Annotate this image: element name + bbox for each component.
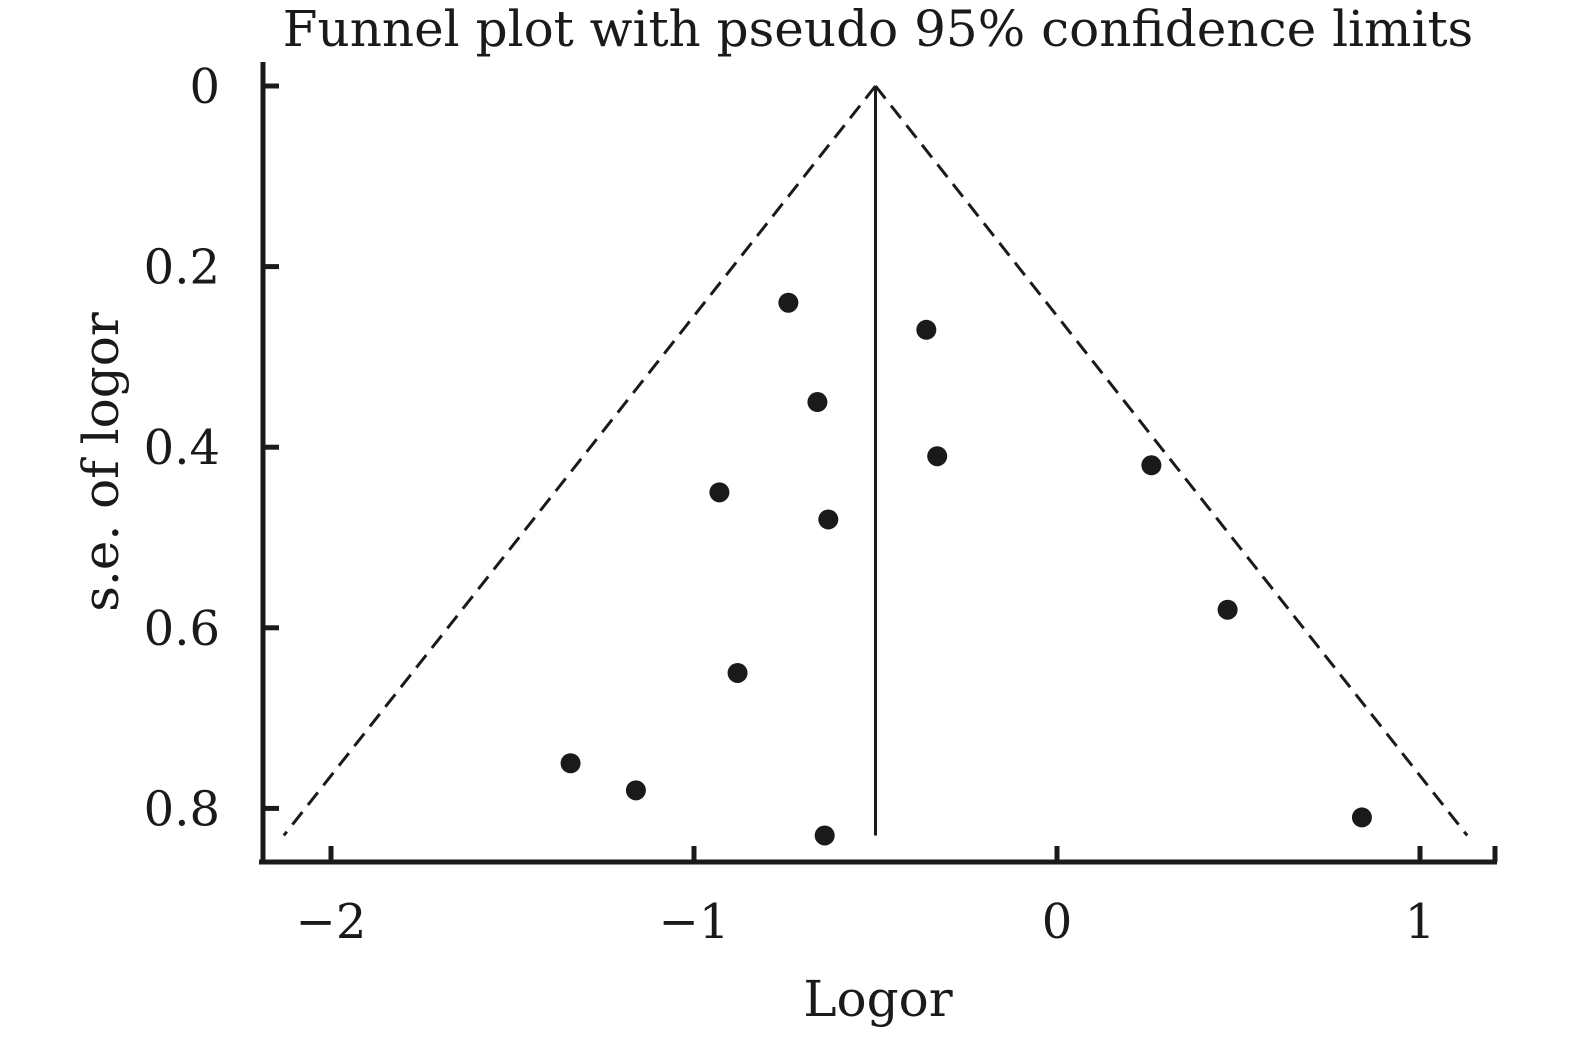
y-axis-label: s.e. of logor: [72, 312, 130, 612]
data-point-1: [778, 292, 799, 313]
data-point-13: [814, 825, 835, 846]
y-tick-label-1: 0: [189, 59, 220, 115]
chart-title: Funnel plot with pseudo 95% confidence l…: [283, 0, 1473, 58]
y-tick-label-3: 0.4: [144, 420, 220, 476]
data-point-9: [727, 662, 748, 683]
data-point-7: [818, 509, 839, 530]
y-tick-label-4: 0.6: [144, 601, 220, 657]
y-axis-ticks: 0 0.2 0.4 0.6 0.8: [144, 59, 279, 837]
data-point-10: [560, 753, 581, 774]
y-tick-label-5: 0.8: [144, 781, 220, 837]
data-point-6: [709, 482, 730, 503]
x-axis-ticks: −2 −1 0 1: [296, 846, 1498, 950]
data-point-4: [927, 446, 948, 467]
data-point-2: [916, 319, 937, 340]
y-tick-label-2: 0.2: [144, 240, 220, 296]
data-point-12: [1351, 807, 1372, 828]
x-tick-label-3: 0: [1042, 894, 1073, 950]
x-tick-label-1: −2: [296, 894, 367, 950]
data-point-3: [807, 392, 828, 413]
ci-limit-right-line: [874, 85, 1469, 837]
data-point-8: [1217, 599, 1238, 620]
x-tick-label-2: −1: [659, 894, 730, 950]
data-point-5: [1141, 455, 1162, 476]
ci-limit-left-line: [282, 85, 877, 837]
data-point-11: [625, 780, 646, 801]
x-axis-label: Logor: [803, 970, 952, 1028]
x-tick-label-4: 1: [1405, 894, 1436, 950]
plot-area: [282, 85, 1469, 846]
